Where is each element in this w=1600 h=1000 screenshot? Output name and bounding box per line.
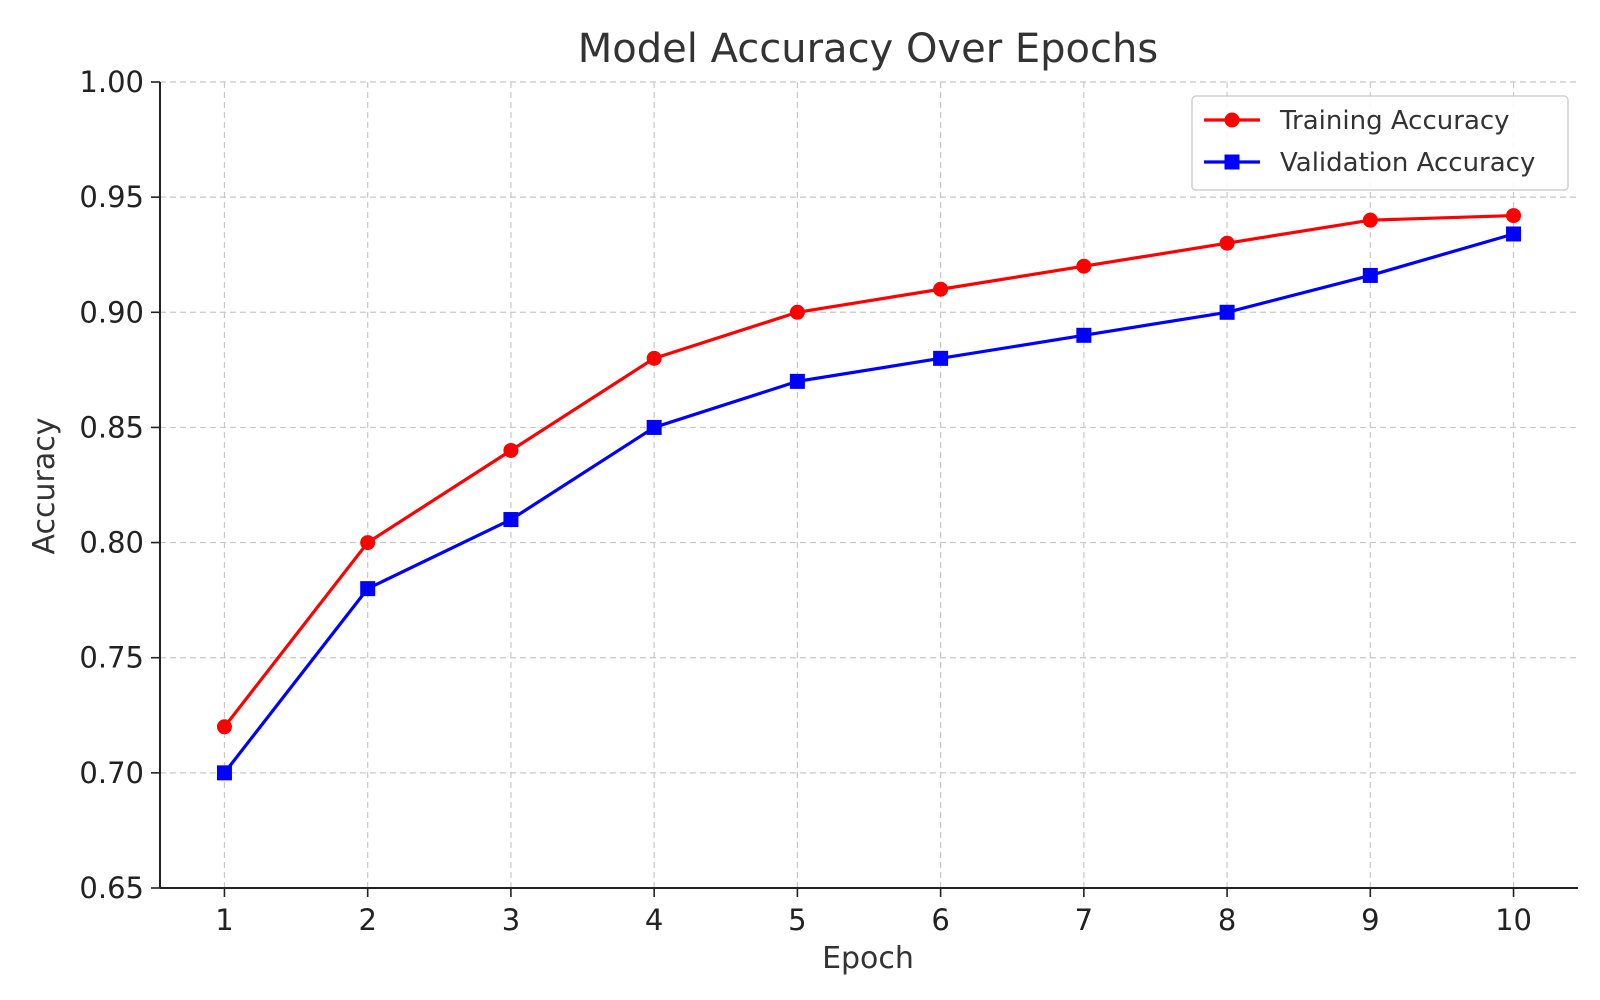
x-tick-label: 2 — [358, 903, 376, 937]
legend-validation-accuracy-marker — [1224, 154, 1240, 170]
y-tick-label: 0.95 — [79, 180, 144, 214]
chart-title: Model Accuracy Over Epochs — [578, 26, 1158, 72]
y-tick-label: 0.80 — [79, 526, 144, 560]
x-tick-label: 4 — [645, 903, 663, 937]
validation-accuracy-point — [789, 373, 805, 389]
training-accuracy-point — [789, 304, 805, 320]
validation-accuracy-point — [503, 512, 519, 528]
training-accuracy-point — [216, 719, 232, 735]
x-axis-label: Epoch — [822, 941, 914, 976]
legend-validation-accuracy-label: Validation Accuracy — [1280, 148, 1535, 178]
y-tick-label: 1.00 — [79, 65, 144, 99]
training-accuracy-point — [1219, 235, 1235, 251]
x-tick-label: 6 — [931, 903, 949, 937]
validation-accuracy-point — [1076, 327, 1092, 343]
training-accuracy-point — [933, 281, 949, 297]
legend-box — [1191, 95, 1569, 191]
y-tick-label: 0.65 — [79, 871, 144, 905]
x-tick-label: 7 — [1075, 903, 1093, 937]
training-accuracy-point — [503, 442, 519, 458]
y-tick-label: 0.85 — [79, 410, 144, 444]
training-accuracy-point — [360, 535, 376, 551]
validation-accuracy-line — [223, 232, 1514, 774]
y-tick-label: 0.90 — [79, 295, 144, 329]
validation-accuracy-point — [1219, 304, 1235, 320]
x-tick-label: 1 — [215, 903, 233, 937]
training-accuracy-line — [223, 213, 1514, 728]
y-tick-label: 0.75 — [79, 641, 144, 675]
validation-accuracy-point — [646, 419, 662, 435]
x-tick-label: 3 — [502, 903, 520, 937]
series-layer — [216, 208, 1522, 781]
legend-training-accuracy-label: Training Accuracy — [1279, 106, 1510, 136]
axes-layer: 0.65 0.70 0.75 0.80 0.85 0.90 0.95 1.00 1 2 3 4 5 6 7 8… — [79, 65, 1578, 937]
grid-layer — [160, 81, 1578, 888]
validation-accuracy-point — [933, 350, 949, 366]
legend-training-accuracy-marker — [1224, 112, 1240, 128]
y-tick-label: 0.70 — [79, 756, 144, 790]
training-accuracy-point — [1362, 212, 1378, 228]
x-tick-label: 5 — [788, 903, 806, 937]
training-accuracy-point — [1076, 258, 1092, 274]
validation-accuracy-point — [216, 765, 232, 781]
y-axis-label: Accuracy — [27, 418, 62, 555]
validation-accuracy-point — [1506, 226, 1522, 242]
legend: Training Accuracy Validation Accuracy — [1191, 95, 1569, 191]
x-tick-label: 10 — [1495, 903, 1532, 937]
training-accuracy-point — [646, 350, 662, 366]
validation-accuracy-point — [1362, 267, 1378, 283]
x-tick-label: 9 — [1361, 903, 1379, 937]
training-accuracy-point — [1506, 208, 1522, 224]
validation-accuracy-point — [360, 581, 376, 597]
x-tick-label: 8 — [1218, 903, 1236, 937]
